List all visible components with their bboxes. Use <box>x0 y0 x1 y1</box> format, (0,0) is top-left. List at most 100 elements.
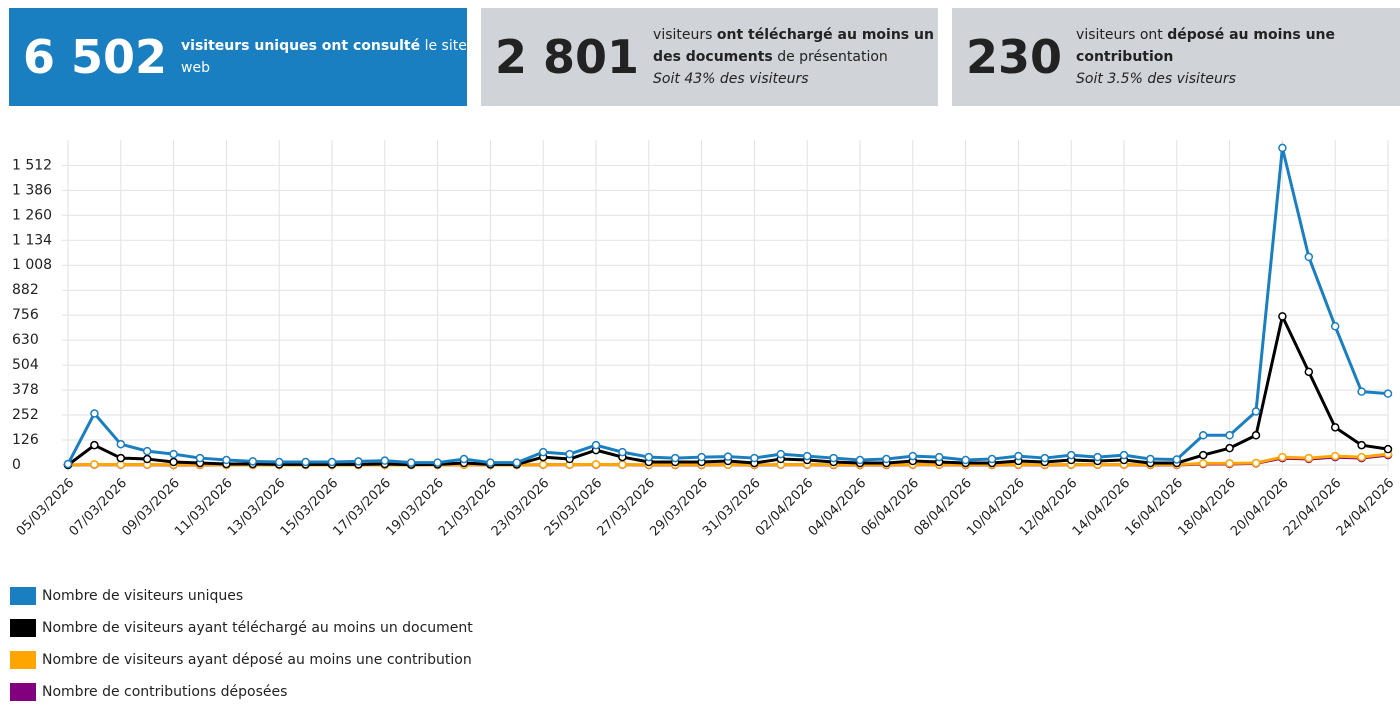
point <box>406 458 416 467</box>
legend-swatch <box>10 619 36 637</box>
legend-label: Nombre de visiteurs uniques <box>42 588 243 604</box>
point <box>116 439 126 449</box>
point <box>829 453 838 463</box>
point <box>723 452 733 461</box>
point <box>1225 431 1234 440</box>
point <box>1119 450 1129 460</box>
point <box>354 457 363 466</box>
stat-text: visiteurs uniques ont consulté le site w… <box>181 35 467 79</box>
point <box>750 453 759 463</box>
point <box>802 451 812 461</box>
point <box>1278 312 1287 321</box>
point <box>1251 407 1261 416</box>
point <box>90 409 99 418</box>
y-tick-label: 1 386 <box>12 182 52 198</box>
stat-text-part: visiteurs uniques ont consulté <box>181 38 421 54</box>
point <box>142 454 152 464</box>
point <box>1330 322 1340 331</box>
point <box>1383 444 1393 454</box>
point <box>90 460 99 469</box>
y-tick-label: 630 <box>12 332 39 348</box>
point <box>618 447 627 457</box>
legend-swatch <box>10 683 36 701</box>
point <box>1304 453 1314 463</box>
point <box>1225 443 1234 453</box>
point <box>380 456 390 465</box>
y-tick-label: 756 <box>12 307 39 323</box>
point <box>591 460 601 469</box>
point <box>961 455 970 465</box>
stat-value: 230 <box>966 30 1063 84</box>
point <box>433 458 442 467</box>
stat-card: 230 visiteurs ont déposé au moins une con… <box>952 8 1400 106</box>
point <box>538 460 548 469</box>
legend-swatch <box>10 651 36 669</box>
point <box>1040 453 1050 463</box>
point <box>591 440 601 450</box>
point <box>1278 143 1287 153</box>
point <box>1357 387 1366 396</box>
point <box>1198 459 1208 468</box>
point <box>301 457 310 467</box>
point <box>1304 252 1314 262</box>
point <box>565 449 574 459</box>
stat-text-part: de présentation <box>772 49 888 65</box>
point <box>248 457 258 466</box>
stat-text-part: visiteurs <box>653 27 717 43</box>
point <box>274 457 284 467</box>
stat-text-part: ont téléchargé au moins un des documents <box>653 27 939 65</box>
point <box>776 449 786 459</box>
point <box>1383 389 1393 398</box>
y-tick-label: 1 008 <box>12 257 52 273</box>
point <box>195 453 205 463</box>
point <box>1251 458 1261 468</box>
point <box>1357 440 1366 450</box>
stat-sub: Soit 43% des visiteurs <box>653 71 809 87</box>
point <box>222 455 231 465</box>
stat-desc: visiteurs ont déposé au moins une contri… <box>1076 24 1400 90</box>
stat-text-part: le site web <box>181 38 472 76</box>
point <box>882 454 891 464</box>
point <box>908 451 918 461</box>
stat-value: 2 801 <box>495 30 640 84</box>
y-tick-label: 1 260 <box>12 207 52 223</box>
stat-desc: visiteurs ont téléchargé au moins un des… <box>653 24 938 90</box>
series-line <box>67 314 1389 467</box>
point <box>1172 455 1182 464</box>
point <box>1146 454 1155 464</box>
point <box>1198 450 1208 460</box>
y-tick-label: 1 512 <box>12 157 52 173</box>
point <box>90 440 99 450</box>
point <box>1304 367 1314 377</box>
legend-label: Nombre de visiteurs ayant déposé au moin… <box>42 652 472 668</box>
point <box>486 458 495 467</box>
point <box>618 460 627 469</box>
point <box>142 446 152 456</box>
stat-text-part: déposé au moins une contribution <box>1076 27 1340 65</box>
point <box>116 453 126 463</box>
y-tick-label: 0 <box>12 457 21 473</box>
stat-value: 6 502 <box>23 30 168 84</box>
stat-text: visiteurs ont déposé au moins une contri… <box>1076 24 1400 68</box>
stat-text: visiteurs ont téléchargé au moins un des… <box>653 24 938 68</box>
point <box>1066 450 1076 460</box>
legend-label: Nombre de visiteurs ayant téléchargé au … <box>42 620 473 636</box>
point <box>327 457 337 467</box>
point <box>1330 423 1340 432</box>
point <box>63 459 73 469</box>
point <box>1014 451 1023 461</box>
point <box>1357 452 1366 462</box>
point <box>1278 452 1287 462</box>
point <box>1251 431 1261 440</box>
point <box>855 455 865 465</box>
stat-card: 2 801 visiteurs ont téléchargé au moins u… <box>481 8 938 106</box>
y-tick-label: 1 134 <box>12 232 52 248</box>
point <box>1225 459 1234 468</box>
point <box>987 454 997 464</box>
legend-label: Nombre de contributions déposées <box>42 684 287 700</box>
series-line <box>66 146 1389 465</box>
stat-desc: visiteurs uniques ont consulté le site w… <box>181 35 467 79</box>
y-tick-label: 126 <box>12 432 39 448</box>
